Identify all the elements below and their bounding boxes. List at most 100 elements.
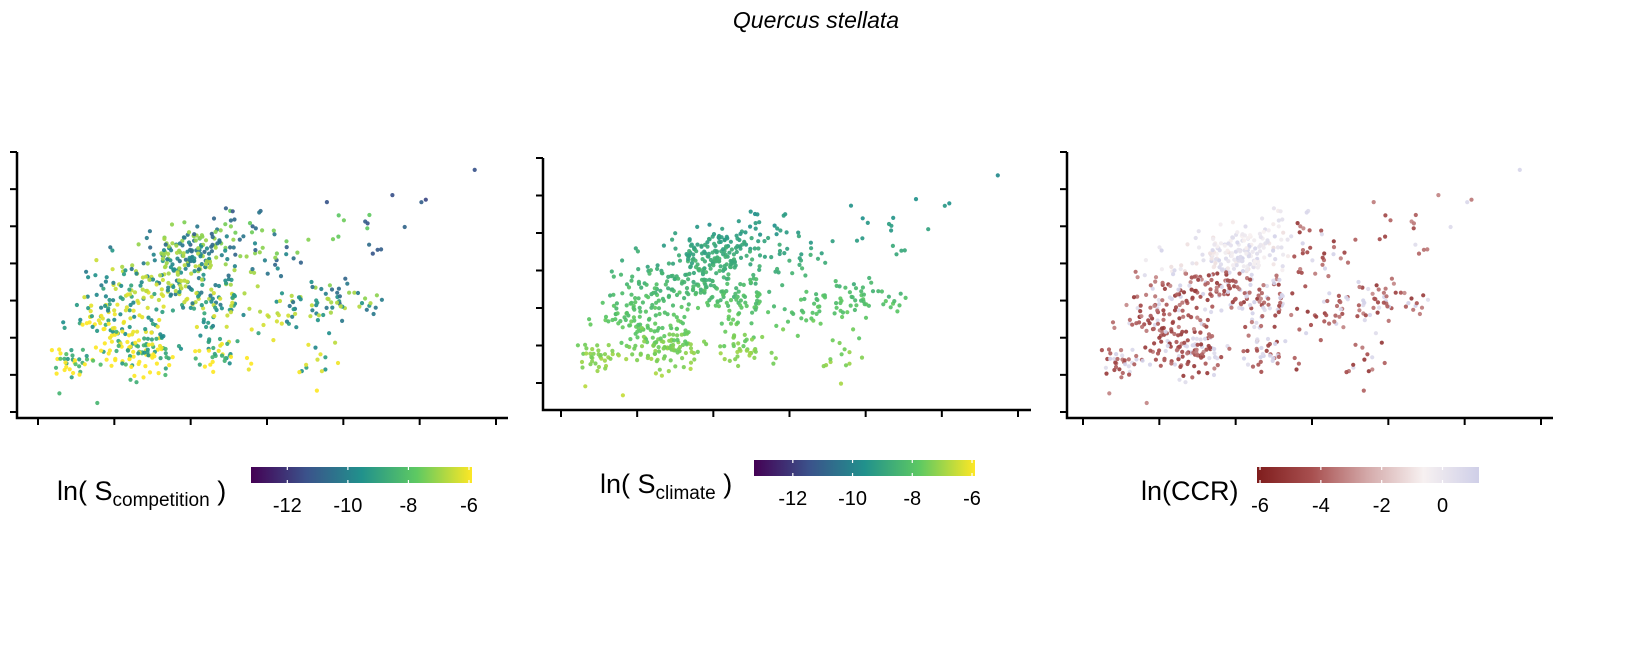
scatter-point bbox=[590, 359, 595, 364]
scatter-point bbox=[728, 262, 734, 267]
scatter-point bbox=[658, 336, 663, 341]
scatter-point bbox=[367, 242, 372, 247]
scatter-point bbox=[209, 287, 214, 292]
scatter-point bbox=[815, 256, 821, 261]
scatter-point bbox=[252, 241, 258, 246]
scatter-point bbox=[635, 335, 640, 340]
scatter-point bbox=[107, 302, 112, 307]
scatter-point bbox=[219, 253, 224, 258]
scatter-point bbox=[1165, 343, 1170, 348]
scatter-point bbox=[782, 251, 787, 256]
scatter-point bbox=[1204, 324, 1209, 329]
scatter-point bbox=[1356, 279, 1361, 285]
scatter-point bbox=[1257, 249, 1263, 254]
scatter-point bbox=[668, 358, 673, 363]
scatter-point bbox=[1248, 233, 1253, 238]
scatter-point bbox=[1283, 339, 1288, 344]
scatter-point bbox=[1176, 324, 1181, 330]
scatter-point bbox=[913, 197, 919, 202]
scatter-point bbox=[1258, 355, 1263, 360]
scatter-point bbox=[1333, 313, 1338, 318]
scatter-point bbox=[1225, 289, 1231, 294]
scatter-point bbox=[1365, 352, 1370, 357]
scatter-point bbox=[889, 228, 894, 233]
scatter-point bbox=[186, 230, 192, 235]
y-axis-ticks-competition bbox=[10, 151, 17, 413]
scatter-point bbox=[1245, 267, 1250, 272]
scatter-point bbox=[1123, 362, 1128, 367]
scatter-point bbox=[170, 308, 175, 313]
scatter-point bbox=[1112, 356, 1117, 361]
scatter-point bbox=[250, 267, 255, 272]
scatter-point bbox=[640, 300, 646, 305]
scatter-point bbox=[1177, 302, 1182, 308]
scatter-point bbox=[1237, 255, 1242, 260]
scatter-point bbox=[120, 361, 125, 366]
scatter-point bbox=[252, 270, 257, 275]
scatter-point bbox=[1386, 318, 1391, 323]
scatter-point bbox=[1160, 298, 1165, 303]
scatter-point bbox=[636, 267, 641, 272]
scatter-point bbox=[216, 348, 221, 353]
scatter-point bbox=[379, 297, 384, 302]
scatter-point bbox=[1250, 311, 1255, 316]
scatter-point bbox=[340, 318, 345, 323]
scatter-point bbox=[1135, 306, 1140, 311]
scatter-point bbox=[284, 252, 289, 257]
scatter-point bbox=[602, 358, 608, 363]
scatter-point bbox=[1133, 269, 1138, 274]
scatter-point bbox=[1158, 363, 1163, 368]
scatter-point bbox=[309, 279, 314, 285]
scatter-point bbox=[754, 277, 759, 282]
scatter-point bbox=[140, 315, 145, 320]
scatter-point bbox=[1232, 257, 1237, 262]
scatter-point bbox=[1233, 279, 1238, 284]
scatter-point bbox=[61, 320, 66, 325]
scatter-point bbox=[244, 254, 249, 259]
scatter-point bbox=[1292, 254, 1297, 259]
scatter-point bbox=[1355, 314, 1360, 319]
scatter-point bbox=[226, 273, 231, 278]
scatter-point bbox=[214, 255, 219, 260]
scatter-point bbox=[926, 227, 931, 232]
scatter-point bbox=[123, 331, 128, 337]
scatter-point bbox=[1375, 310, 1380, 315]
scatter-point bbox=[1271, 222, 1276, 227]
scatter-point bbox=[163, 351, 168, 356]
scatter-point bbox=[149, 318, 154, 323]
scatter-point bbox=[1170, 320, 1175, 325]
scatter-point bbox=[1249, 272, 1254, 277]
scatter-point bbox=[1226, 283, 1231, 288]
scatter-point bbox=[121, 272, 127, 277]
scatter-point bbox=[638, 309, 643, 314]
scatter-point bbox=[1174, 348, 1179, 353]
scatter-point bbox=[731, 317, 736, 322]
scatter-point bbox=[93, 345, 98, 350]
scatter-point bbox=[718, 264, 723, 269]
scatter-point bbox=[343, 276, 348, 281]
scatter-point bbox=[1120, 370, 1125, 376]
scatter-point bbox=[700, 270, 705, 275]
scatter-point bbox=[635, 249, 641, 254]
scatter-point bbox=[82, 295, 87, 300]
scatter-point bbox=[623, 317, 628, 323]
scatter-point bbox=[1241, 356, 1247, 361]
axes-frame-ccr bbox=[1065, 152, 1553, 420]
scatter-point bbox=[603, 366, 608, 371]
scatter-point bbox=[128, 302, 133, 308]
scatter-point bbox=[1344, 370, 1349, 375]
scatter-point bbox=[687, 249, 692, 254]
x-axis-ticks-competition bbox=[37, 418, 497, 425]
scatter-point bbox=[674, 315, 679, 320]
scatter-point bbox=[120, 329, 125, 334]
scatter-point bbox=[1263, 241, 1268, 246]
scatter-point bbox=[808, 240, 814, 245]
scatter-point bbox=[127, 287, 132, 292]
scatter-point bbox=[1290, 291, 1295, 296]
scatter-point bbox=[218, 228, 223, 233]
scatter-point bbox=[169, 248, 174, 253]
scatter-point bbox=[126, 333, 132, 338]
scatter-point bbox=[335, 300, 340, 305]
scatter-point bbox=[890, 243, 896, 248]
scatter-point bbox=[1131, 295, 1137, 300]
